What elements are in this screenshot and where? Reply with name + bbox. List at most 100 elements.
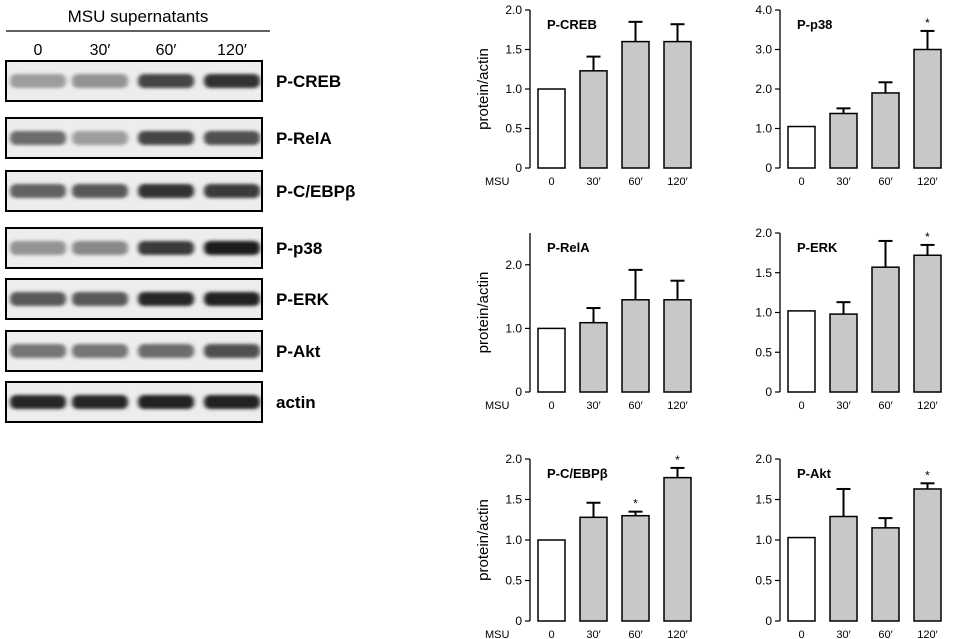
y-tick-label: 4.0 <box>755 3 772 17</box>
bar <box>913 488 942 622</box>
blot-band <box>72 292 128 306</box>
x-tick-label: 30′ <box>586 176 600 188</box>
blot-band <box>204 131 260 145</box>
x-tick-label: 60′ <box>878 629 892 639</box>
bar <box>537 327 566 393</box>
blot-band <box>10 395 66 409</box>
blot-row: P-CREB <box>5 60 341 102</box>
x-tick-label: 120′ <box>917 629 937 639</box>
x-tick-label: 120′ <box>667 629 687 639</box>
blot-band <box>10 131 66 145</box>
y-tick-label: 2.0 <box>505 258 522 272</box>
x-tick-label: 0 <box>798 400 804 412</box>
x-tick-label: 30′ <box>586 629 600 639</box>
y-tick-label: 1.5 <box>755 266 772 280</box>
blot-row: P-C/EBPβ <box>5 170 355 212</box>
y-tick-label: 1.0 <box>505 533 522 547</box>
bar <box>829 515 858 622</box>
significance-star: * <box>633 497 638 511</box>
y-tick-label: 1.0 <box>505 82 522 96</box>
blot-row: actin <box>5 381 316 423</box>
bar-chart-p-creb: 0 0.5 1.0 1.5 2.0 P-CREB protein/actin MSU 0 30′ 6… <box>475 3 692 188</box>
blot-band <box>72 344 128 358</box>
x-row-label: MSU <box>485 400 510 412</box>
significance-star: * <box>925 230 930 244</box>
bar-chart-p-rela: 0 1.0 2.0 P-RelA protein/actin MSU 0 30′ 60′ 120′ <box>475 233 692 412</box>
blot-band <box>10 184 66 198</box>
blot-row-label: P-Akt <box>276 342 321 361</box>
y-tick-label: 0 <box>765 385 772 399</box>
y-tick-label: 1.5 <box>505 493 522 507</box>
blot-band <box>204 241 260 255</box>
bar <box>871 266 900 393</box>
x-tick-label: 0 <box>548 400 554 412</box>
y-tick-label: 0.5 <box>755 574 772 588</box>
significance-star: * <box>675 453 680 467</box>
blot-row: P-Akt <box>5 330 321 372</box>
y-tick-label: 1.0 <box>755 306 772 320</box>
blot-row: P-ERK <box>5 278 330 320</box>
x-tick-label: 0 <box>798 629 804 639</box>
blot-band <box>138 241 194 255</box>
bar <box>579 516 608 622</box>
lane-label: 0 <box>34 42 43 59</box>
y-tick-label: 0 <box>765 614 772 628</box>
lane-label: 60′ <box>156 42 177 59</box>
bar-chart-p-c-ebp-: 0 0.5 1.0 1.5 2.0 P-C/EBPβ protein/actin MSU 0 30… <box>475 452 692 639</box>
bar <box>787 310 816 393</box>
x-tick-label: 60′ <box>628 629 642 639</box>
y-tick-label: 0 <box>515 161 522 175</box>
blot-band <box>10 344 66 358</box>
blot-row-label: P-p38 <box>276 239 322 258</box>
y-tick-label: 1.0 <box>505 321 522 335</box>
y-tick-label: 3.0 <box>755 43 772 57</box>
y-tick-label: 0.5 <box>505 574 522 588</box>
blot-band <box>72 241 128 255</box>
chart-title: P-ERK <box>797 240 838 255</box>
blot-row-label: P-CREB <box>276 72 341 91</box>
blot-row-label: P-C/EBPβ <box>276 182 355 201</box>
bar-chart-p-akt: 0 0.5 1.0 1.5 2.0 P-Akt 0 30′ 60′ * 120′ <box>755 452 942 639</box>
blot-band <box>72 131 128 145</box>
y-tick-label: 1.5 <box>755 493 772 507</box>
blot-band <box>204 395 260 409</box>
chart-title: P-p38 <box>797 17 832 32</box>
y-tick-label: 1.0 <box>755 122 772 136</box>
y-tick-label: 0 <box>515 614 522 628</box>
bar <box>871 527 900 622</box>
bar <box>829 112 858 169</box>
bar <box>663 299 692 393</box>
blot-row-label: P-ERK <box>276 290 330 309</box>
blot-band <box>204 184 260 198</box>
x-tick-label: 30′ <box>836 629 850 639</box>
blot-band <box>72 395 128 409</box>
chart-title: P-RelA <box>547 240 590 255</box>
blot-band <box>72 184 128 198</box>
blot-row-label: P-RelA <box>276 129 332 148</box>
bar <box>621 299 650 393</box>
blot-row-label: actin <box>276 393 316 412</box>
x-tick-label: 120′ <box>917 400 937 412</box>
x-tick-label: 0 <box>798 176 804 188</box>
western-blot-panel: MSU supernatants 0 30′ 60′ 120′ P-CREB P-Rel… <box>5 7 355 423</box>
y-tick-label: 1.0 <box>755 533 772 547</box>
y-tick-label: 1.5 <box>505 43 522 57</box>
significance-star: * <box>925 16 930 30</box>
x-row-label: MSU <box>485 176 510 188</box>
bar-chart-p-p38: 0 1.0 2.0 3.0 4.0 P-p38 0 30′ 60′ * 120′ <box>755 3 942 188</box>
x-tick-label: 120′ <box>667 400 687 412</box>
y-tick-label: 0 <box>765 161 772 175</box>
x-tick-label: 30′ <box>836 400 850 412</box>
blot-band <box>72 74 128 88</box>
chart-title: P-Akt <box>797 466 832 481</box>
x-tick-label: 60′ <box>628 176 642 188</box>
x-tick-label: 60′ <box>878 400 892 412</box>
x-tick-label: 120′ <box>917 176 937 188</box>
blot-band <box>10 241 66 255</box>
x-tick-label: 30′ <box>586 400 600 412</box>
y-tick-label: 0.5 <box>755 345 772 359</box>
y-tick-label: 0 <box>515 385 522 399</box>
y-tick-label: 2.0 <box>755 82 772 96</box>
blot-band <box>204 344 260 358</box>
lane-label: 30′ <box>90 42 111 59</box>
